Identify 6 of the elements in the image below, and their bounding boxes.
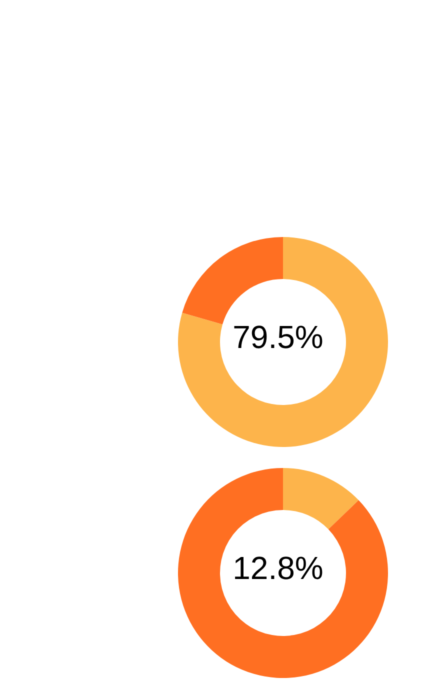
text: 12.8% bbox=[232, 549, 324, 588]
text: 79.5% bbox=[232, 318, 324, 357]
donut-slice bbox=[178, 468, 388, 678]
donut-slice bbox=[178, 237, 388, 447]
donut-slice bbox=[182, 237, 283, 324]
donut-slice bbox=[283, 468, 359, 530]
